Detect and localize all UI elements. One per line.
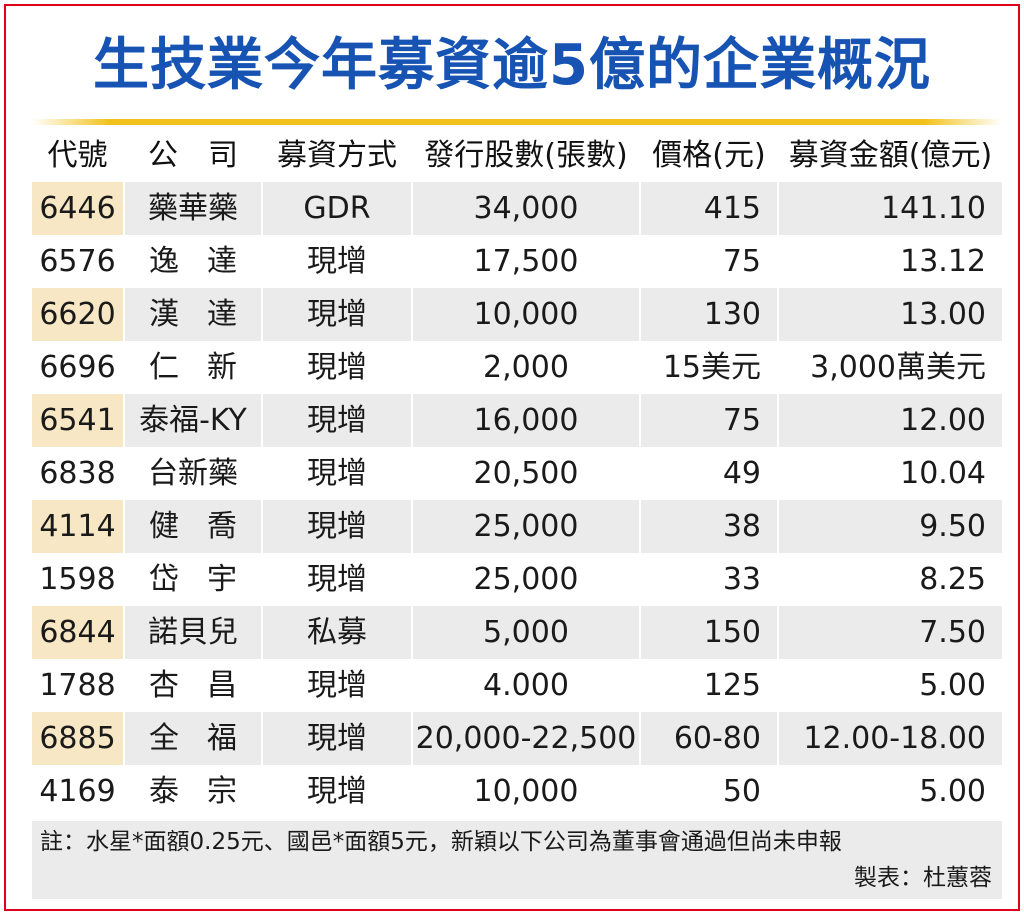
cell-amount: 9.50	[777, 500, 1002, 553]
header-shares: 發行股數(張數)	[411, 129, 640, 182]
cell-price: 415	[639, 182, 778, 235]
cell-amount: 3,000萬美元	[777, 341, 1002, 394]
cell-code: 6696	[32, 341, 124, 394]
cell-method: 現增	[261, 394, 412, 447]
table-row: 6446 藥華藥 GDR 34,000 415 141.10	[32, 182, 1002, 235]
cell-code: 1598	[32, 553, 124, 606]
header-company: 公 司	[123, 129, 262, 182]
cell-amount: 12.00-18.00	[777, 712, 1002, 765]
cell-company: 漢達	[123, 288, 262, 341]
cell-shares: 10,000	[411, 765, 640, 818]
cell-method: 現增	[261, 341, 412, 394]
header-amount: 募資金額(億元)	[777, 129, 1002, 182]
cell-method: 現增	[261, 659, 412, 712]
cell-method: GDR	[261, 182, 412, 235]
header-method: 募資方式	[261, 129, 412, 182]
cell-code: 6576	[32, 235, 124, 288]
cell-method: 現增	[261, 553, 412, 606]
cell-price: 33	[639, 553, 778, 606]
cell-shares: 10,000	[411, 288, 640, 341]
cell-code: 6446	[32, 182, 124, 235]
cell-shares: 20,500	[411, 447, 640, 500]
infographic-frame: 生技業今年募資逾5億的企業概況 代號 公 司 募資方式 發行股數(張數) 價格(…	[4, 4, 1020, 911]
cell-price: 49	[639, 447, 778, 500]
cell-amount: 13.00	[777, 288, 1002, 341]
cell-shares: 25,000	[411, 500, 640, 553]
cell-price: 60-80	[639, 712, 778, 765]
cell-method: 現增	[261, 765, 412, 818]
chart-credit: 製表：杜蕙蓉	[854, 865, 992, 891]
cell-price: 75	[639, 235, 778, 288]
cell-shares: 2,000	[411, 341, 640, 394]
cell-code: 1788	[32, 659, 124, 712]
cell-method: 現增	[261, 500, 412, 553]
cell-price: 15美元	[639, 341, 778, 394]
cell-price: 130	[639, 288, 778, 341]
footnote: 註：水星*面額0.25元、國邑*面額5元，新穎以下公司為董事會通過但尚未申報	[40, 829, 842, 855]
table-row: 4114 健喬 現增 25,000 38 9.50	[32, 500, 1002, 553]
cell-price: 150	[639, 606, 778, 659]
cell-amount: 5.00	[777, 765, 1002, 818]
cell-method: 現增	[261, 447, 412, 500]
cell-code: 4169	[32, 765, 124, 818]
cell-shares: 5,000	[411, 606, 640, 659]
table-body: 6446 藥華藥 GDR 34,000 415 141.10 6576 逸達 現增 17,500 7…	[32, 182, 1002, 818]
cell-method: 私募	[261, 606, 412, 659]
cell-company: 杏昌	[123, 659, 262, 712]
header-code: 代號	[47, 138, 108, 173]
table-row: 1788 杏昌 現增 4.000 125 5.00	[32, 659, 1002, 712]
table-row: 4169 泰宗 現增 10,000 50 5.00	[32, 765, 1002, 818]
cell-company: 健喬	[123, 500, 262, 553]
cell-price: 50	[639, 765, 778, 818]
cell-price: 125	[639, 659, 778, 712]
cell-price: 75	[639, 394, 778, 447]
cell-amount: 10.04	[777, 447, 1002, 500]
cell-company: 仁新	[123, 341, 262, 394]
cell-code: 6541	[32, 394, 124, 447]
cell-company: 諾貝兒	[123, 606, 262, 659]
cell-price: 38	[639, 500, 778, 553]
cell-code: 4114	[32, 500, 124, 553]
cell-amount: 8.25	[777, 553, 1002, 606]
table-row: 6844 諾貝兒 私募 5,000 150 7.50	[32, 606, 1002, 659]
cell-code: 6844	[32, 606, 124, 659]
cell-company: 泰福-KY	[123, 394, 262, 447]
title-divider	[32, 119, 1002, 125]
cell-company: 逸達	[123, 235, 262, 288]
cell-shares: 4.000	[411, 659, 640, 712]
header-price: 價格(元)	[639, 129, 778, 182]
cell-code: 6838	[32, 447, 124, 500]
table-row: 6838 台新藥 現增 20,500 49 10.04	[32, 447, 1002, 500]
cell-company: 台新藥	[123, 447, 262, 500]
cell-shares: 34,000	[411, 182, 640, 235]
table-row: 6541 泰福-KY 現增 16,000 75 12.00	[32, 394, 1002, 447]
cell-shares: 17,500	[411, 235, 640, 288]
table-footer: 註：水星*面額0.25元、國邑*面額5元，新穎以下公司為董事會通過但尚未申報 製…	[32, 821, 1002, 899]
cell-method: 現增	[261, 712, 412, 765]
cell-amount: 7.50	[777, 606, 1002, 659]
cell-method: 現增	[261, 235, 412, 288]
table-row: 1598 岱宇 現增 25,000 33 8.25	[32, 553, 1002, 606]
cell-shares: 16,000	[411, 394, 640, 447]
table-row: 6576 逸達 現增 17,500 75 13.12	[32, 235, 1002, 288]
cell-company: 泰宗	[123, 765, 262, 818]
cell-code: 6620	[32, 288, 124, 341]
cell-code: 6885	[32, 712, 124, 765]
cell-amount: 141.10	[777, 182, 1002, 235]
cell-amount: 5.00	[777, 659, 1002, 712]
table-row: 6620 漢達 現增 10,000 130 13.00	[32, 288, 1002, 341]
cell-shares: 20,000-22,500	[411, 712, 640, 765]
cell-amount: 13.12	[777, 235, 1002, 288]
cell-shares: 25,000	[411, 553, 640, 606]
table-header-row: 代號 公 司 募資方式 發行股數(張數) 價格(元) 募資金額(億元)	[32, 129, 1002, 182]
cell-company: 藥華藥	[123, 182, 262, 235]
page-title: 生技業今年募資逾5億的企業概況	[93, 33, 931, 98]
cell-amount: 12.00	[777, 394, 1002, 447]
cell-method: 現增	[261, 288, 412, 341]
table-row: 6696 仁新 現增 2,000 15美元 3,000萬美元	[32, 341, 1002, 394]
table-row: 6885 全福 現增 20,000-22,500 60-80 12.00-18.00	[32, 712, 1002, 765]
fundraising-table: 代號 公 司 募資方式 發行股數(張數) 價格(元) 募資金額(億元) 6446…	[32, 129, 1002, 818]
cell-company: 全福	[123, 712, 262, 765]
cell-company: 岱宇	[123, 553, 262, 606]
